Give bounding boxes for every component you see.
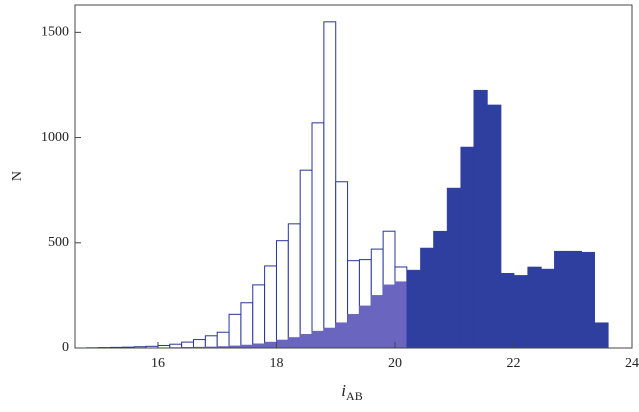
x-axis-label: iAB (341, 381, 362, 403)
histogram-bar (323, 21, 337, 349)
histogram-bar (394, 281, 408, 349)
histogram-bar (299, 334, 313, 349)
histogram-bar (299, 169, 313, 349)
histogram-bar (433, 230, 448, 349)
histogram-bar (347, 314, 360, 349)
histogram-bar (594, 322, 609, 349)
histogram-bar (228, 313, 242, 349)
histogram-bar (323, 327, 337, 349)
x-tick-label: 24 (625, 356, 639, 371)
histogram-bar (311, 122, 325, 349)
x-axis-label-sub: AB (346, 389, 363, 403)
histogram-bar (204, 335, 218, 349)
histogram-bar (335, 322, 348, 349)
histogram-bar (473, 89, 488, 349)
histogram-bar (460, 146, 475, 349)
histogram-bar (500, 272, 515, 349)
histogram-bar (311, 330, 325, 349)
histogram-bar (288, 337, 301, 349)
histogram-bar (420, 247, 434, 349)
y-axis-label: N (10, 171, 25, 181)
histogram-bar (513, 275, 529, 349)
histogram-bar (193, 339, 206, 349)
x-axis-label-main: i (341, 381, 346, 400)
histogram-bar (370, 295, 384, 349)
histogram-bar (264, 265, 277, 349)
histogram-bar (382, 284, 396, 349)
histogram-bar (252, 343, 265, 349)
histogram-bar (406, 269, 421, 349)
histogram-bar (581, 251, 595, 349)
x-tick-label: 16 (151, 356, 165, 371)
histogram-bar (276, 339, 289, 349)
histogram-bar (264, 341, 277, 349)
y-tick-label: 500 (48, 235, 69, 250)
x-tick-label: 20 (388, 356, 402, 371)
histogram-bar (275, 240, 289, 349)
histogram-bar (487, 104, 502, 349)
y-tick-label: 0 (62, 340, 69, 355)
histogram-bar (240, 302, 254, 349)
histogram-bar (359, 305, 372, 349)
y-tick-label: 1000 (41, 130, 69, 145)
histogram-bar (567, 250, 582, 349)
plot-frame (74, 4, 633, 349)
y-tick-label: 1500 (41, 25, 69, 40)
histogram-bar (216, 331, 230, 349)
histogram-bar (252, 284, 266, 349)
x-tick-label: 18 (269, 356, 283, 371)
histogram-bar (527, 266, 542, 349)
x-tick-label: 22 (506, 356, 520, 371)
histogram-bar (446, 187, 462, 349)
histogram-bar (554, 250, 569, 349)
histogram-bar (541, 268, 555, 349)
histogram-bar (287, 223, 301, 349)
